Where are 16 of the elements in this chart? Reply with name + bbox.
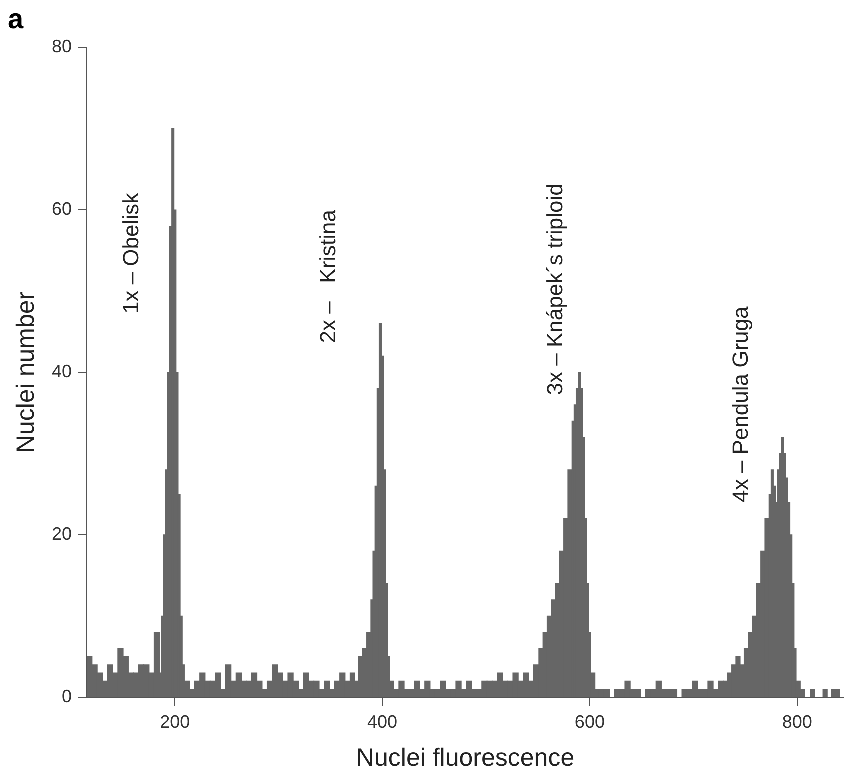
annotation: 4x – Pendula Gruga [728, 306, 753, 502]
chart-title: a [8, 4, 24, 35]
x-tick-label: 600 [574, 712, 605, 732]
y-tick-label: 20 [52, 524, 72, 544]
x-axis-title: Nuclei fluorescence [356, 744, 575, 772]
annotation: 2x – Kristina [315, 209, 340, 344]
annotation: 1x – Obelisk [118, 192, 144, 314]
y-tick-label: 80 [52, 36, 72, 57]
x-tick-label: 400 [368, 712, 398, 732]
y-tick-label: 40 [52, 361, 72, 382]
y-axis-title: Nuclei number [12, 292, 40, 454]
y-tick-label: 60 [52, 199, 72, 220]
x-tick-label: 800 [782, 712, 812, 732]
annotation: 3x – Knápek´s triploid [542, 184, 568, 396]
y-tick-label: 0 [62, 686, 72, 706]
x-tick-label: 200 [160, 712, 190, 732]
